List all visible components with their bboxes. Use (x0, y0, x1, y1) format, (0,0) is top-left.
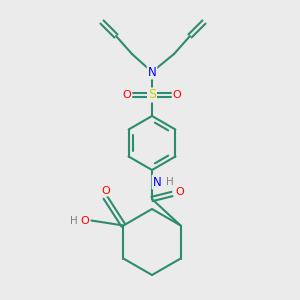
Text: O: O (172, 90, 182, 100)
Text: N: N (153, 176, 161, 188)
Text: O: O (80, 215, 89, 226)
Text: O: O (123, 90, 131, 100)
Text: S: S (148, 88, 156, 101)
Text: H: H (70, 215, 77, 226)
Text: O: O (101, 185, 110, 196)
Text: H: H (166, 177, 174, 187)
Text: N: N (148, 65, 156, 79)
Text: O: O (176, 187, 184, 197)
